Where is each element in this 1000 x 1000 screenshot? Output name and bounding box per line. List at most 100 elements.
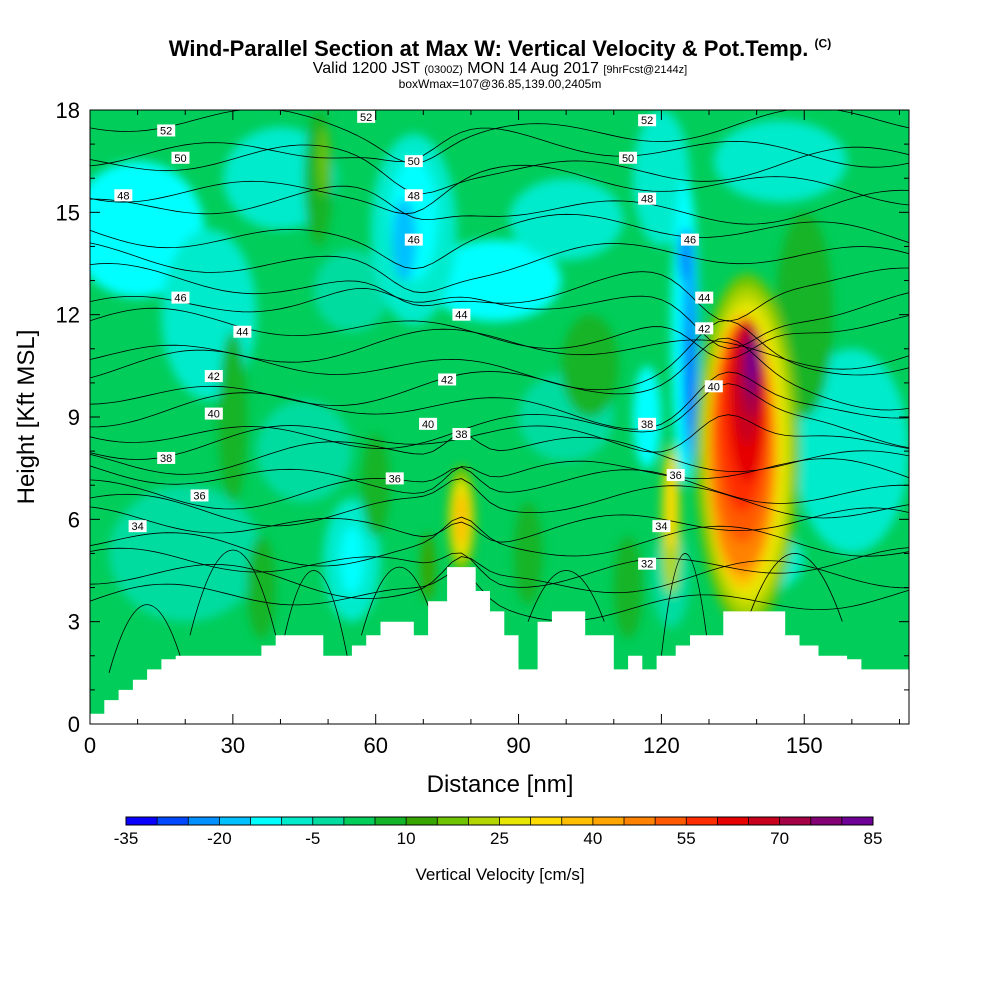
contour-label: 52 [157,124,176,137]
x-tick-label: 60 [363,733,387,758]
contour-label: 36 [385,472,404,485]
contour-label: 50 [619,151,638,165]
velocity-region [513,502,543,605]
theta-contour-line [90,337,909,411]
theta-contour-line [90,458,909,494]
theta-contour-line [90,213,909,270]
theta-contour-line [90,570,909,622]
contour-label-text: 34 [655,521,667,533]
theta-contour-line [90,414,909,460]
theta-contour-line [90,516,909,567]
velocity-region [632,110,690,247]
velocity-region [561,314,619,418]
colorbar-tick-label: -35 [114,829,139,848]
x-tick-label: 0 [84,733,96,758]
contour-label-text: 46 [174,293,186,305]
theta-contour-line [90,547,909,588]
theta-contours [90,110,909,673]
colorbar-swatch [375,817,407,825]
contour-label: 38 [638,417,657,431]
theta-contour-line [90,263,909,322]
colorbar-tick-label: 25 [490,829,509,848]
colorbar-swatch [281,817,314,825]
contour-label: 34 [652,520,671,533]
colorbar-swatch [655,817,687,825]
y-tick-label: 18 [56,98,80,123]
contour-label: 50 [404,155,423,168]
colorbar-swatch [748,817,781,825]
theta-contour-line [660,553,710,656]
contour-label-text: 36 [670,470,682,482]
theta-contour-line [90,319,909,391]
y-tick-label: 9 [68,405,80,430]
contour-label: 46 [680,233,699,247]
theta-contour-line [90,556,909,600]
contour-labels: 52 52 52 50 50 50 48 48 48 46 46 46 44 44 44 42 42 42 40 40… [114,110,723,571]
velocity-region [713,120,848,203]
contour-label-text: 42 [698,323,710,335]
velocity-region [509,178,624,261]
contour-label: 48 [404,189,423,202]
theta-contour-line [90,127,909,168]
theta-contour-line [90,242,909,294]
x-tick-label: 120 [643,733,680,758]
theta-contour-line [108,604,186,673]
velocity-region [613,536,643,639]
contour-label: 34 [128,520,147,533]
y-axis-label: Height [Kft MSL] [13,330,40,505]
contour-label: 46 [404,233,423,247]
colorbar-tick-label: -20 [207,829,232,848]
theta-contour-line [189,549,277,636]
contour-label-text: 50 [174,153,186,165]
theta-contour-line [90,466,909,510]
contour-label: 36 [666,468,685,482]
chart-subtitle: Valid 1200 JST (0300Z) MON 14 Aug 2017 [… [312,60,688,77]
colorbar-swatch [437,817,469,825]
colorbar-swatch [717,817,749,825]
colorbar-swatch [499,817,532,825]
velocity-region [218,331,248,503]
velocity-region [392,198,417,281]
colorbar-tick-label: -5 [305,829,320,848]
contour-label-text: 34 [131,521,143,533]
x-axis-label: Distance [nm] [427,771,574,798]
colorbar-swatch [126,817,158,825]
contour-label-text: 40 [708,381,720,393]
contour-label-text: 48 [117,190,129,202]
colorbar-swatch [188,817,220,825]
contour-label-text: 52 [360,112,372,124]
colorbar-swatch [686,817,718,825]
contour-label-text: 32 [641,559,653,571]
velocity-region [339,526,364,595]
colorbar-tick-label: 10 [397,829,416,848]
contour-label-text: 36 [193,490,205,502]
contour-label-text: 44 [236,327,248,339]
theta-contour-line [746,553,843,622]
contour-label: 46 [171,291,190,305]
theta-contour-line [90,164,909,215]
contour-label-text: 52 [160,125,172,137]
contour-label: 50 [171,151,190,165]
contour-label-text: 38 [160,453,172,465]
colorbar-swatch [810,817,843,825]
theta-contour-line [90,383,909,450]
contour-label-text: 48 [641,194,653,206]
x-tick-label: 150 [786,733,823,758]
y-tick-label: 0 [68,712,80,737]
y-tick-label: 15 [56,200,80,225]
contour-label: 52 [638,114,657,127]
contour-label: 52 [357,110,376,124]
velocity-region [313,249,390,332]
contour-label-text: 38 [641,419,653,431]
theta-contour-line [280,570,348,656]
velocity-region [687,331,693,435]
contour-label-text: 40 [208,409,220,421]
contour-label: 42 [438,373,457,386]
colorbar-tick-label: 70 [770,829,789,848]
theta-contour-line [90,371,909,430]
theta-contour-line [90,144,909,195]
contour-label: 36 [190,489,209,502]
theta-contour-line [527,570,605,622]
